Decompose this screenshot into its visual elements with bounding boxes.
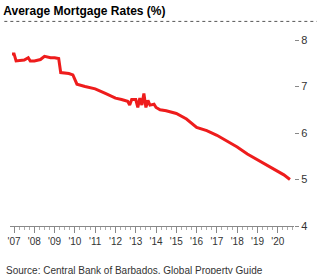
svg-text:Source: Central Bank of Barbad: Source: Central Bank of Barbados, Global… xyxy=(6,265,263,274)
svg-text:'18: '18 xyxy=(231,236,244,247)
svg-text:6: 6 xyxy=(301,127,307,139)
svg-text:'17: '17 xyxy=(210,236,223,247)
svg-text:5: 5 xyxy=(301,173,307,185)
svg-text:'15: '15 xyxy=(170,236,183,247)
svg-text:4: 4 xyxy=(301,220,307,232)
svg-text:8: 8 xyxy=(301,34,307,46)
svg-text:'09: '09 xyxy=(48,236,61,247)
svg-text:'13: '13 xyxy=(129,236,142,247)
svg-text:Average Mortgage Rates (%): Average Mortgage Rates (%) xyxy=(3,4,165,18)
svg-text:'10: '10 xyxy=(68,236,81,247)
svg-text:'12: '12 xyxy=(109,236,122,247)
svg-text:'20: '20 xyxy=(271,236,284,247)
svg-text:7: 7 xyxy=(301,80,307,92)
svg-text:'14: '14 xyxy=(150,236,163,247)
svg-text:'08: '08 xyxy=(28,236,41,247)
svg-text:'19: '19 xyxy=(251,236,264,247)
svg-text:'11: '11 xyxy=(89,236,102,247)
svg-text:'16: '16 xyxy=(190,236,203,247)
svg-text:'07: '07 xyxy=(8,236,21,247)
